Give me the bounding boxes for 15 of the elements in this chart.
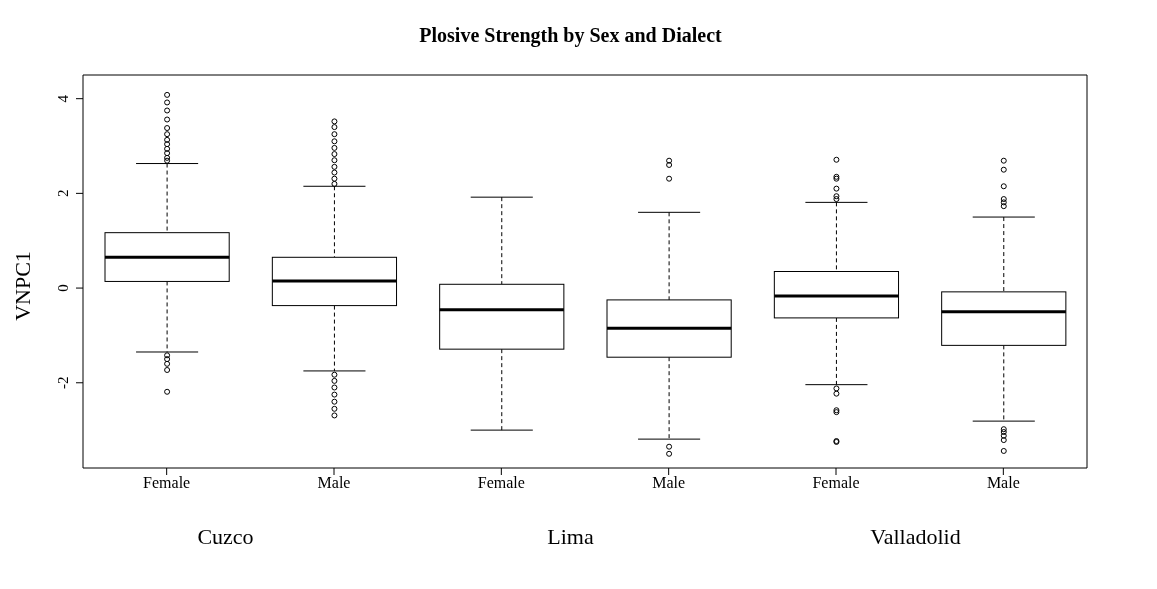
- y-axis-title: VNPC1: [10, 251, 35, 321]
- chart-title: Plosive Strength by Sex and Dialect: [419, 24, 723, 47]
- x-tick-label: Male: [317, 474, 351, 492]
- text: Cuzco: [197, 524, 254, 549]
- y-tick-label: 4: [55, 94, 71, 103]
- text: Lima: [547, 524, 594, 549]
- x-tick-label: Female: [143, 474, 191, 492]
- y-tick-label: 2: [55, 189, 71, 198]
- x-tick-label: Female: [812, 474, 860, 492]
- y-tick-label: -2: [55, 376, 71, 390]
- y-tick-label: 0: [55, 284, 71, 292]
- x-tick-label: Female: [477, 474, 525, 492]
- text: Valladolid: [870, 524, 961, 549]
- x-tick-label: Male: [652, 474, 686, 492]
- x-tick-label: Male: [986, 474, 1020, 492]
